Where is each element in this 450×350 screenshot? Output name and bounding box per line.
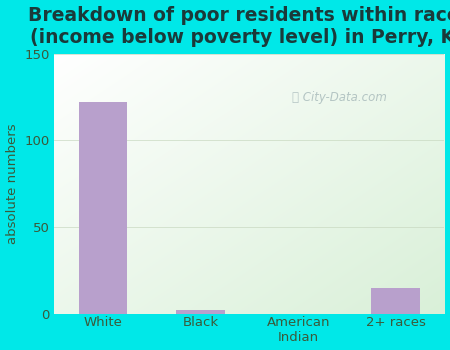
Bar (79, 102, 127, 314)
Bar (176, 310, 225, 314)
Y-axis label: absolute numbers: absolute numbers (5, 123, 18, 244)
Title: Breakdown of poor residents within races
(income below poverty level) in Perry, : Breakdown of poor residents within races… (28, 6, 450, 47)
Bar (371, 288, 420, 314)
Text: ⓘ City-Data.com: ⓘ City-Data.com (292, 91, 387, 104)
